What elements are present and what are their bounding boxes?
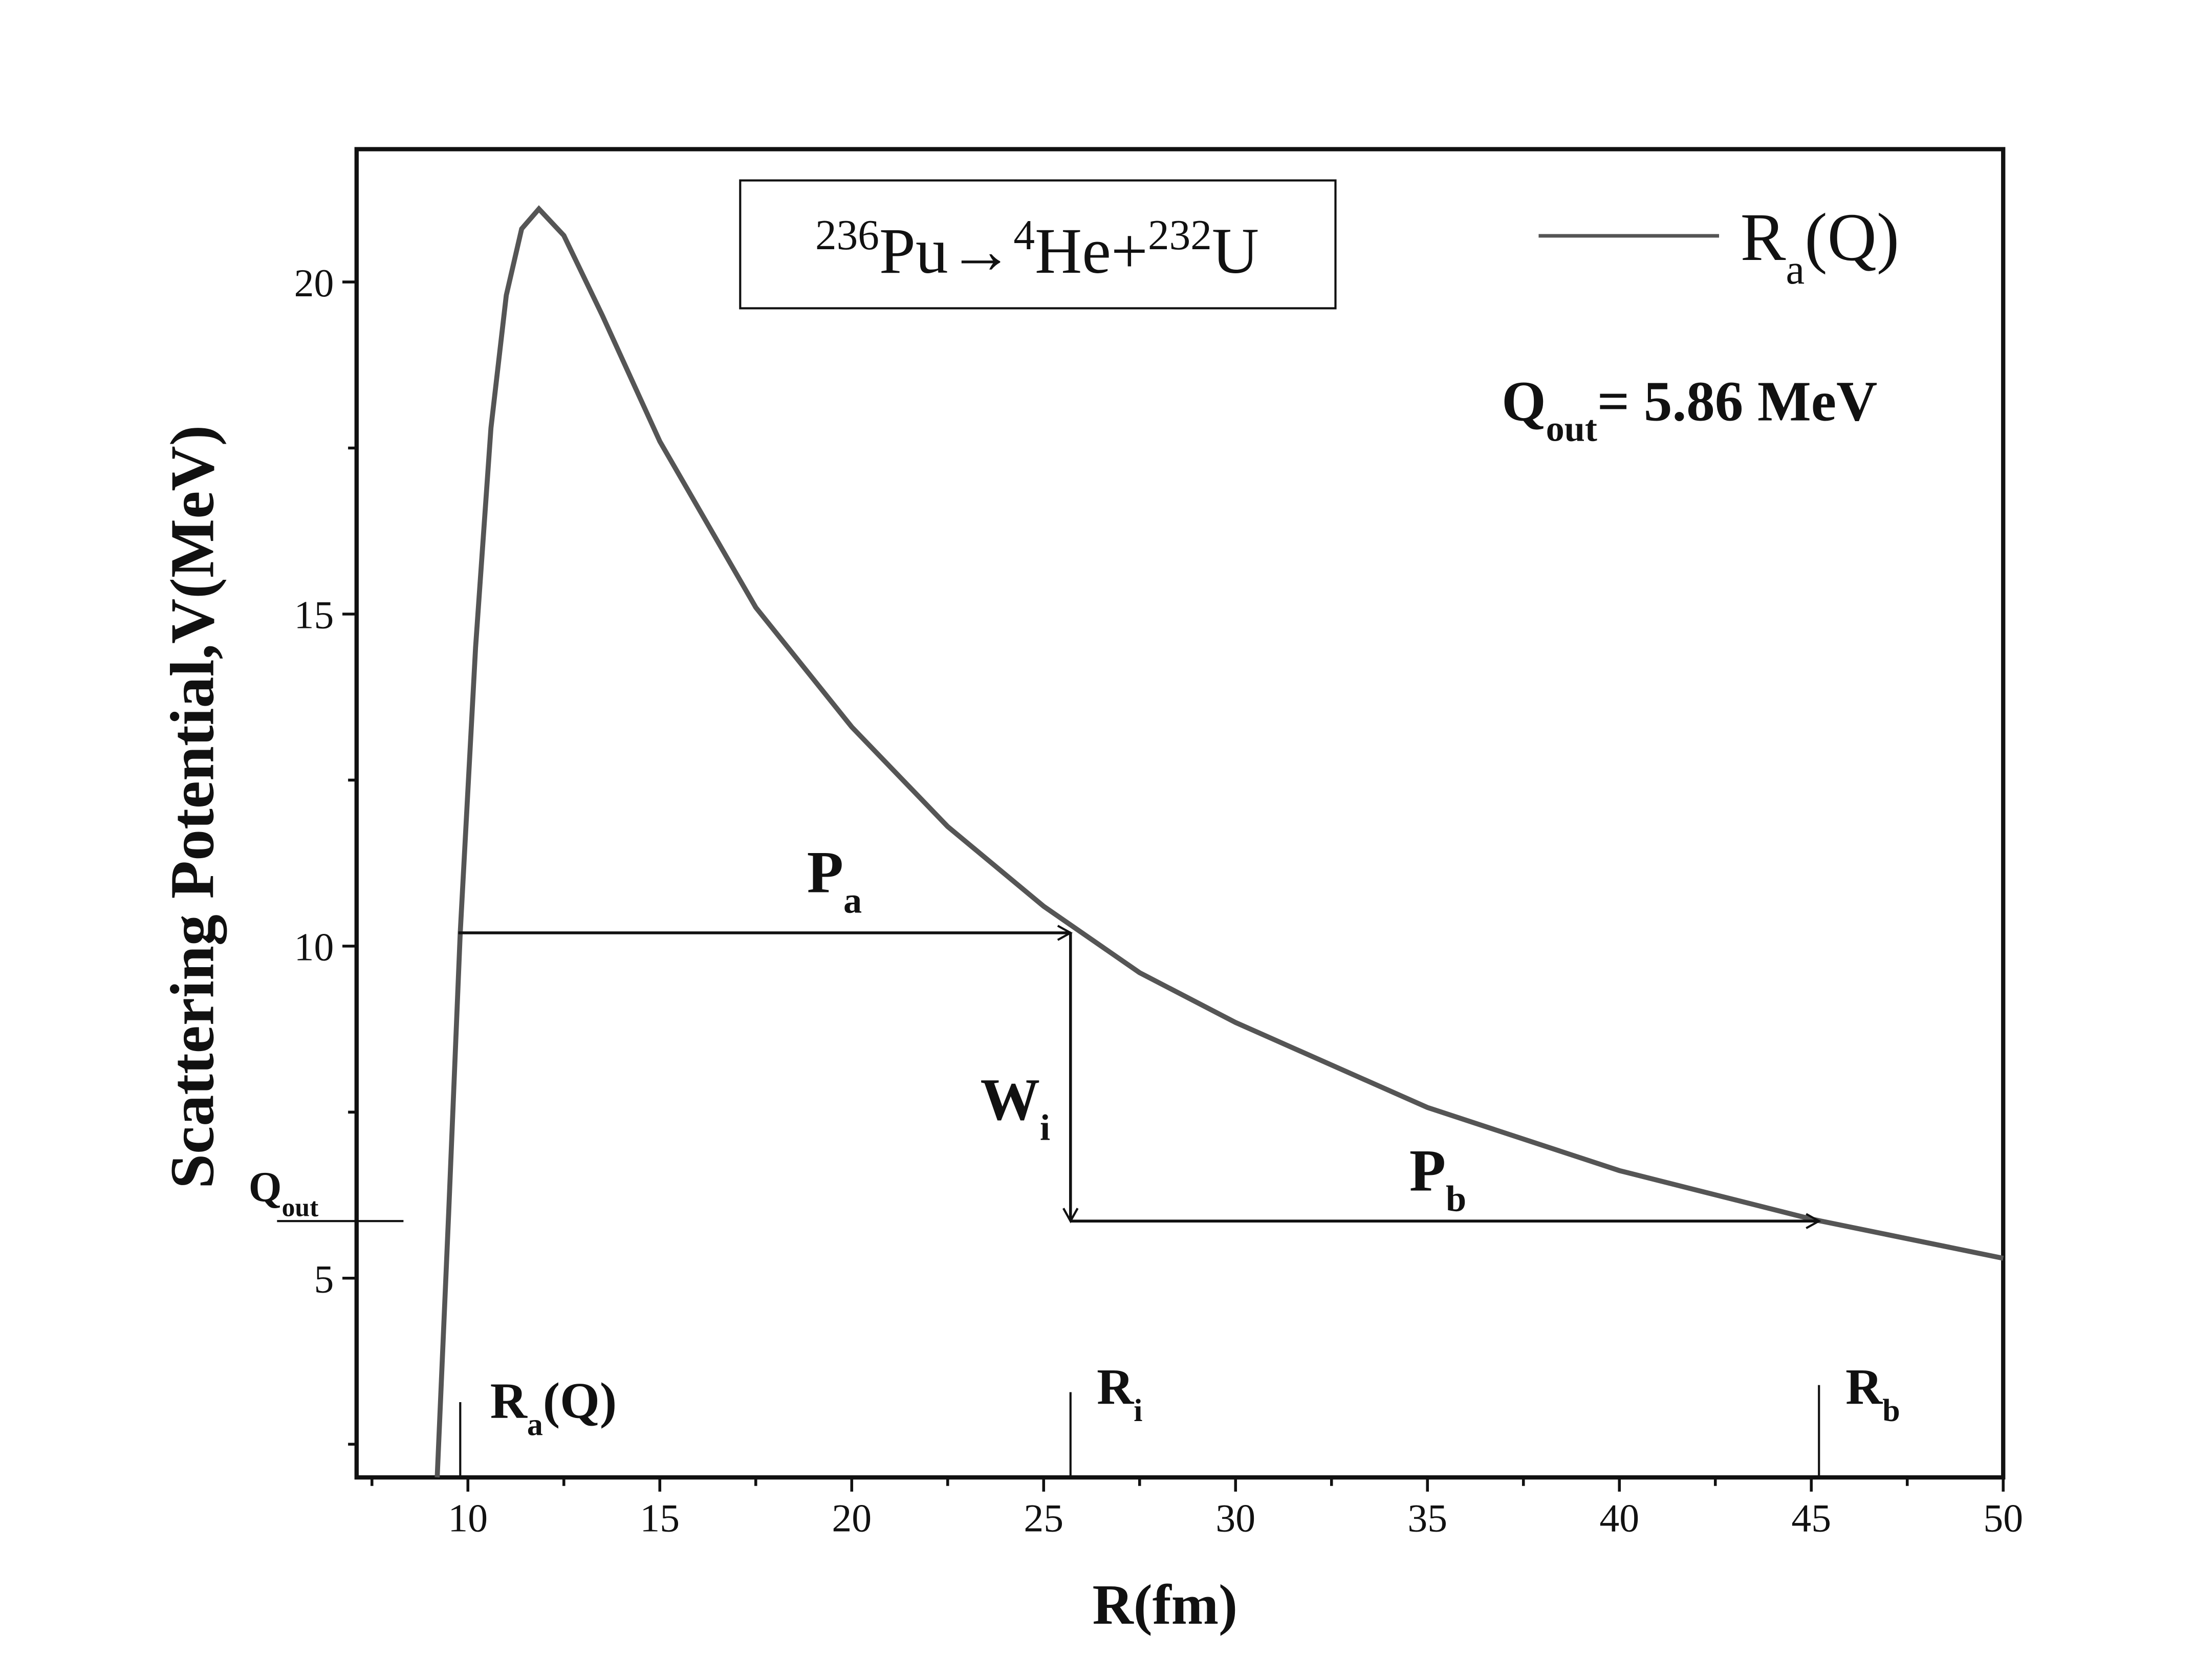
x-axis-title: R(fm) [1093,1574,1238,1637]
legend-label: Ra(Q) [1741,199,1900,293]
x-tick-label: 25 [1024,1496,1063,1540]
q-out-annotation: Qout= 5.86 MeV [1502,370,1877,449]
plot-frame [354,147,2006,1480]
label-base: P [807,839,843,905]
label-base: R [1741,199,1786,275]
nucleus: U [1212,214,1259,287]
label-subscript: a [843,880,862,921]
radius-label: Ri [1097,1358,1142,1428]
x-tick-label: 30 [1215,1496,1255,1540]
label-base: W [980,1067,1040,1133]
label-subscript: b [1882,1393,1900,1428]
x-tick-label: 20 [832,1496,872,1540]
mass-number: 232 [1148,212,1212,259]
y-tick-label: 20 [294,261,334,305]
label-tail: (Q) [1805,199,1899,275]
x-tick-label: 10 [448,1496,488,1540]
arrow-label: Pa [807,839,862,921]
q-out-value: = 5.86 MeV [1597,370,1877,433]
arrow-label: Pb [1409,1138,1466,1219]
arrow: → [948,214,1014,287]
y-tick-label: 15 [294,593,334,637]
label-tail: (Q) [543,1372,617,1429]
q-out-axis-label: Qout [249,1164,319,1221]
label-base: R [1097,1358,1135,1415]
y-tick-label: 10 [294,925,334,969]
label-base: R [490,1372,528,1429]
label-subscript: b [1446,1178,1466,1219]
label-subscript: a [527,1408,543,1443]
x-tick-label: 40 [1599,1496,1639,1540]
label-subscript: out [282,1193,319,1222]
label-subscript: out [1546,408,1597,449]
radius-label: Ra(Q) [490,1372,617,1443]
label-base: Q [1502,370,1546,433]
label-base: Q [249,1164,282,1211]
arrow-label: Wi [980,1067,1050,1148]
x-tick-label: 45 [1791,1496,1831,1540]
y-tick-label: 5 [314,1257,334,1301]
x-tick-label: 35 [1407,1496,1447,1540]
label-subscript: a [1786,246,1805,293]
x-tick-label: 15 [640,1496,680,1540]
reaction-label: 236Pu→4He+232U [815,212,1259,287]
nucleus: Pu [879,214,948,287]
data-line [434,205,2004,1478]
mass-number: 236 [815,212,879,259]
mass-number: 4 [1013,212,1035,259]
reaction-box [739,179,1337,310]
label-subscript: i [1040,1107,1050,1148]
label-base: P [1409,1138,1446,1204]
radius-label: Rb [1845,1358,1900,1428]
y-axis-title: Scattering Potential,V(MeV) [158,425,227,1189]
nucleus: He+ [1035,214,1148,287]
x-tick-label: 50 [1983,1496,2023,1540]
label-subscript: i [1134,1393,1142,1428]
label-base: R [1845,1358,1883,1415]
